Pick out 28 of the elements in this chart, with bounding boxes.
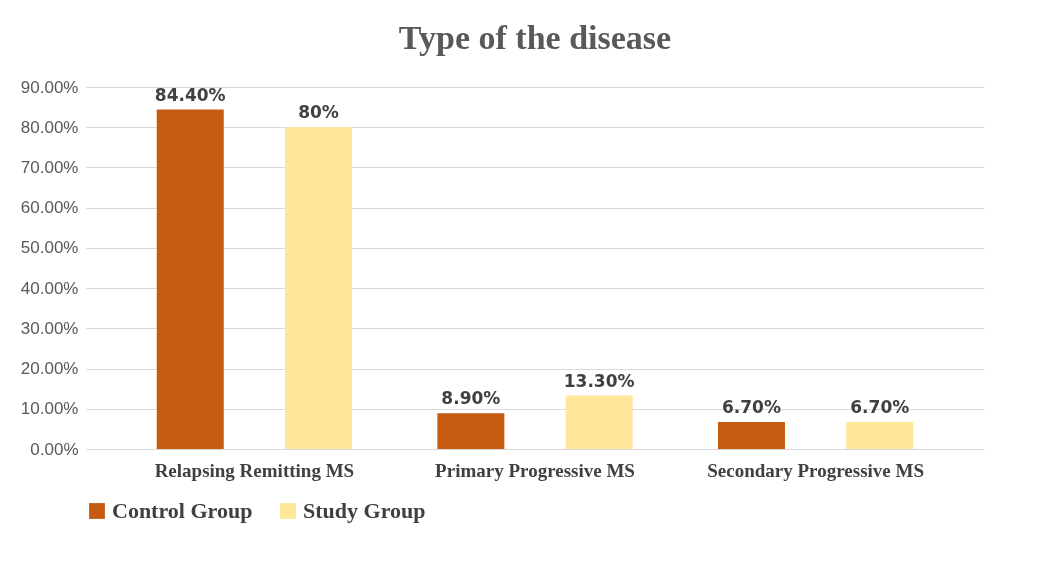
y-tick-label: 30.00%	[20, 318, 79, 338]
chart-title: Type of the disease	[398, 19, 672, 56]
y-tick-label: 70.00%	[20, 157, 79, 177]
bar	[437, 413, 505, 449]
y-tick-label: 90.00%	[20, 77, 79, 97]
bar	[565, 395, 633, 449]
y-tick-label: 20.00%	[20, 359, 79, 379]
x-tick-label: Relapsing Remitting MS	[154, 459, 355, 481]
data-label: 84.40%	[154, 84, 226, 105]
x-tick-label: Primary Progressive MS	[435, 459, 635, 481]
data-label: 80%	[298, 102, 339, 123]
legend-label: Study Group	[303, 498, 426, 523]
y-tick-label: 40.00%	[20, 278, 79, 298]
data-label: 6.70%	[850, 397, 910, 418]
x-tick-label: Secondary Progressive MS	[707, 459, 924, 481]
y-tick-label: 80.00%	[20, 117, 79, 137]
bar	[717, 422, 785, 449]
bar	[846, 422, 914, 449]
data-label: 6.70%	[721, 397, 781, 418]
data-label: 13.30%	[563, 370, 635, 391]
bar	[156, 109, 224, 449]
y-tick-label: 60.00%	[20, 198, 79, 218]
y-tick-label: 10.00%	[20, 399, 79, 419]
y-tick-label: 50.00%	[20, 238, 79, 258]
data-label: 8.90%	[441, 388, 501, 409]
y-tick-label: 0.00%	[30, 439, 79, 459]
legend-label: Control Group	[112, 498, 253, 523]
bar	[285, 127, 353, 449]
